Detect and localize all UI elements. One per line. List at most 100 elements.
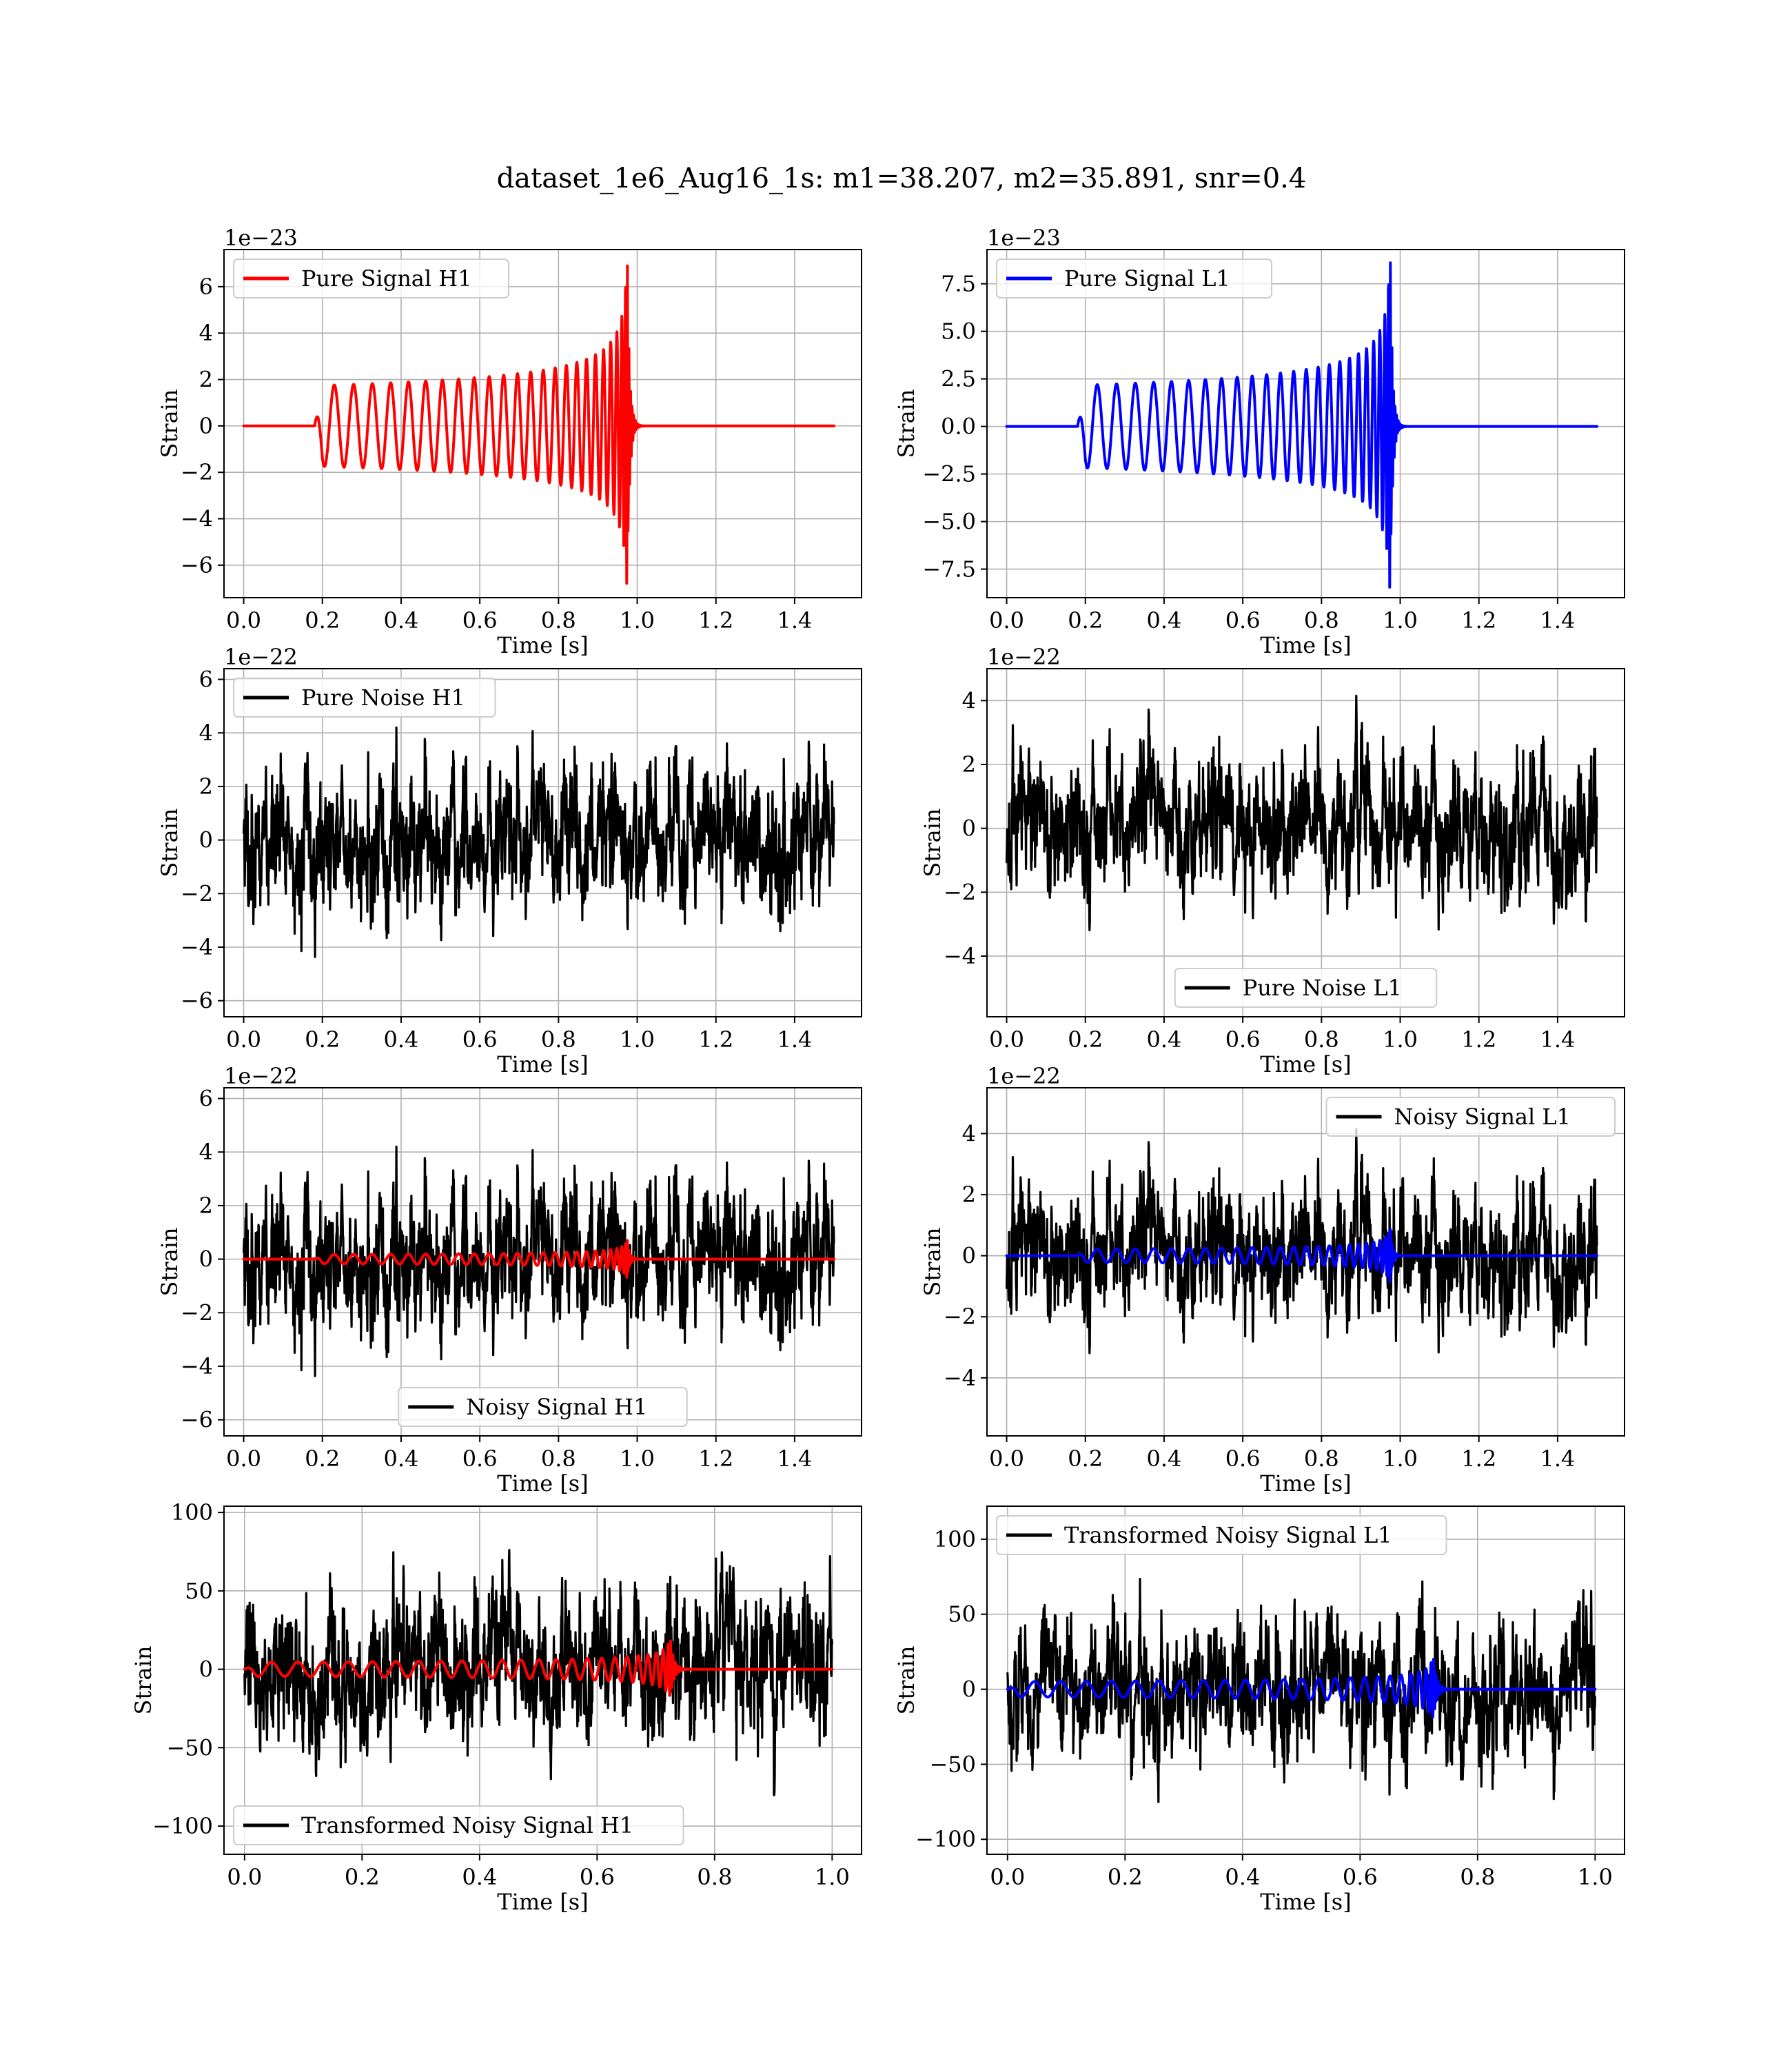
plot-frame: [223, 668, 862, 1017]
x-tick-label: 0.2: [1068, 1446, 1103, 1472]
legend: Transformed Noisy Signal L1: [996, 1515, 1447, 1555]
axis-offset-label: 1e−22: [987, 1063, 1061, 1089]
y-tick-label: −2: [181, 880, 213, 906]
x-axis-label: Time [s]: [497, 632, 588, 658]
x-tick-label: 0.4: [462, 1864, 497, 1890]
x-tick-label: 0.4: [383, 1026, 418, 1053]
y-tick-label: 7.5: [941, 271, 976, 297]
series-group: [242, 726, 835, 958]
x-tick-label: 0.6: [462, 1026, 498, 1053]
subplot-noisy-signal-l1: 0.0 0.2 0.4 0.6 0.8 1.0 1.2 1.4 −4 −2 0 2 4 Time [s] S…: [919, 1063, 1625, 1497]
y-tick-label: −2.5: [922, 461, 976, 487]
x-tick-label: 0.2: [305, 1026, 340, 1053]
y-axis-label: Strain: [893, 389, 919, 458]
x-tick-label: 0.0: [989, 607, 1024, 633]
x-tick-label: 0.6: [1225, 1446, 1261, 1472]
legend: Pure Signal H1: [233, 258, 509, 298]
y-tick-label: 2: [199, 367, 213, 393]
y-axis-label: Strain: [919, 809, 946, 878]
legend-label: Noisy Signal H1: [466, 1394, 647, 1420]
x-tick-label: 0.8: [541, 607, 576, 633]
y-tick-label: −7.5: [922, 556, 976, 582]
y-tick-label: 2: [199, 1193, 213, 1219]
series-line-transformed-noisy-signal-l1-overlay-1: [1006, 1658, 1597, 1719]
plot-frame: [986, 1087, 1625, 1437]
x-tick-label: 1.4: [1540, 1446, 1575, 1472]
y-tick-label: 5.0: [941, 318, 976, 345]
y-tick-label: 0.0: [941, 414, 976, 440]
y-tick-label: 2: [962, 751, 976, 778]
y-tick-label: −50: [929, 1751, 976, 1777]
x-tick-label: 0.2: [1068, 607, 1103, 633]
x-tick-label: 1.4: [1540, 1026, 1575, 1053]
y-tick-label: −6: [181, 988, 213, 1014]
x-tick-label: 1.0: [1383, 1026, 1418, 1053]
series-group: [1005, 694, 1598, 932]
x-tick-label: 1.2: [698, 1446, 733, 1472]
x-tick-label: 0.8: [1304, 607, 1339, 633]
y-tick-label: −4: [181, 1353, 213, 1379]
series-line-pure-signal-h1: [242, 264, 835, 585]
x-tick-label: 0.6: [462, 1446, 498, 1472]
x-axis-label: Time [s]: [1260, 632, 1351, 658]
y-tick-label: 2: [962, 1182, 976, 1208]
axis-offset-label: 1e−22: [224, 644, 298, 670]
y-tick-label: 4: [199, 1139, 213, 1165]
legend: Pure Noise H1: [233, 678, 496, 718]
y-tick-label: 4: [962, 687, 976, 713]
series-line-pure-noise-l1: [1005, 694, 1598, 932]
y-tick-label: 50: [185, 1578, 213, 1604]
legend-label: Pure Signal L1: [1064, 265, 1230, 292]
y-tick-label: 0: [199, 413, 213, 439]
x-axis-label: Time [s]: [1260, 1051, 1351, 1077]
x-tick-label: 0.8: [1460, 1864, 1495, 1890]
axis-offset-label: 1e−23: [987, 225, 1061, 251]
x-tick-label: 0.8: [697, 1864, 732, 1890]
series-line-noisy-signal-l1-overlay-1: [1005, 1228, 1598, 1284]
x-tick-label: 0.4: [1146, 1446, 1181, 1472]
y-axis-label: Strain: [130, 1646, 156, 1715]
x-tick-label: 1.0: [815, 1864, 850, 1890]
x-axis-label: Time [s]: [497, 1889, 588, 1915]
x-tick-label: 0.6: [1225, 607, 1261, 633]
x-tick-label: 1.4: [1540, 607, 1575, 633]
x-tick-label: 0.0: [990, 1864, 1025, 1890]
series-line-pure-signal-l1: [1005, 261, 1598, 589]
x-tick-label: 1.0: [620, 607, 655, 633]
series-line-transformed-noisy-signal-l1: [1006, 1578, 1596, 1803]
y-tick-label: −6: [181, 552, 213, 578]
plot-frame: [223, 249, 862, 598]
y-axis-label: Strain: [156, 809, 183, 878]
legend: Noisy Signal H1: [398, 1387, 688, 1427]
y-tick-label: −4: [944, 943, 976, 969]
subplot-transformed-noisy-signal-l1: 0.0 0.2 0.4 0.6 0.8 1.0 −100 −50 0 50 100 Time [s] S…: [893, 1506, 1625, 1915]
x-tick-label: 0.4: [383, 1446, 418, 1472]
y-axis-label: Strain: [919, 1228, 946, 1297]
y-tick-label: 6: [199, 667, 213, 693]
plot-frame: [986, 668, 1625, 1017]
subplot-noisy-signal-h1: 0.0 0.2 0.4 0.6 0.8 1.0 1.2 1.4 −6 −4 −2 0 2 4 6 Time […: [156, 1063, 862, 1497]
x-axis-label: Time [s]: [1260, 1889, 1351, 1915]
subplot-grid: 0.0 0.2 0.4 0.6 0.8 1.0 1.2 1.4 −6 −4 −2 0 2 4 6 Time […: [130, 225, 1625, 1915]
y-axis-label: Strain: [893, 1646, 919, 1715]
series-line-noisy-signal-h1-overlay-1: [242, 1239, 835, 1279]
x-tick-label: 1.0: [1383, 1446, 1418, 1472]
x-tick-label: 0.4: [1146, 1026, 1181, 1053]
y-tick-label: 6: [199, 1086, 213, 1112]
x-tick-label: 1.2: [698, 1026, 733, 1053]
legend-label: Noisy Signal L1: [1394, 1104, 1571, 1130]
legend-label: Pure Noise L1: [1243, 975, 1402, 1001]
legend-label: Transformed Noisy Signal H1: [301, 1812, 633, 1838]
legend-box: [1325, 1097, 1616, 1137]
x-tick-label: 0.6: [462, 607, 498, 633]
plot-frame: [986, 249, 1625, 598]
x-tick-label: 0.0: [226, 1026, 261, 1053]
series-line-noisy-signal-l1: [1005, 1128, 1598, 1355]
legend-box: [233, 678, 496, 718]
subplot-pure-signal-l1: 0.0 0.2 0.4 0.6 0.8 1.0 1.2 1.4 −7.5 −5.0 −2.5 0.0 2…: [893, 225, 1625, 658]
x-tick-label: 0.2: [1108, 1864, 1143, 1890]
legend: Pure Signal L1: [996, 258, 1272, 298]
x-tick-label: 0.2: [305, 607, 340, 633]
x-tick-label: 0.2: [305, 1446, 340, 1472]
